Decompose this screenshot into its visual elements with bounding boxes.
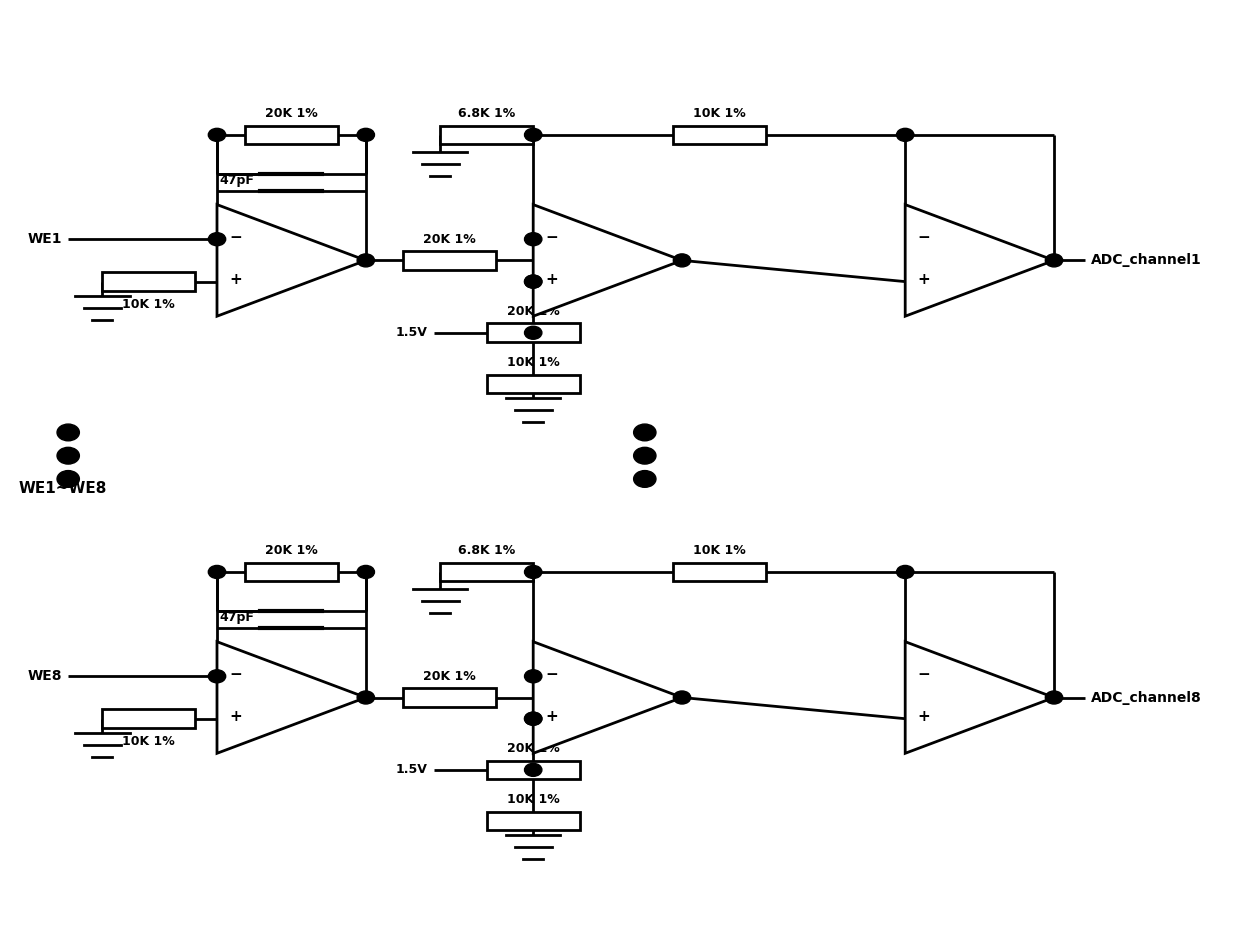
Bar xyxy=(486,324,580,342)
Text: 20K 1%: 20K 1% xyxy=(507,305,559,318)
Circle shape xyxy=(525,275,542,288)
Bar xyxy=(403,251,496,270)
Bar xyxy=(102,272,195,291)
Polygon shape xyxy=(217,642,366,753)
Bar xyxy=(244,563,337,581)
Text: 47pF: 47pF xyxy=(219,174,254,187)
Text: +: + xyxy=(229,710,242,724)
Circle shape xyxy=(525,712,542,725)
Polygon shape xyxy=(533,642,682,753)
Circle shape xyxy=(673,691,691,704)
Text: 20K 1%: 20K 1% xyxy=(265,544,317,557)
Bar xyxy=(440,126,533,144)
Bar xyxy=(672,563,765,581)
Circle shape xyxy=(525,232,542,246)
Circle shape xyxy=(1045,691,1063,704)
Text: 10K 1%: 10K 1% xyxy=(507,793,559,806)
Text: 6.8K 1%: 6.8K 1% xyxy=(458,544,516,557)
Text: 1.5V: 1.5V xyxy=(396,764,428,777)
Text: −: − xyxy=(918,230,930,245)
Text: WE1~WE8: WE1~WE8 xyxy=(19,481,107,496)
Text: +: + xyxy=(229,272,242,287)
Text: 1.5V: 1.5V xyxy=(396,326,428,339)
Circle shape xyxy=(57,471,79,487)
Text: 6.8K 1%: 6.8K 1% xyxy=(458,107,516,120)
Bar xyxy=(486,812,580,830)
Polygon shape xyxy=(905,642,1054,753)
Circle shape xyxy=(208,128,226,141)
Bar xyxy=(244,126,337,144)
Bar xyxy=(440,563,533,581)
Text: +: + xyxy=(546,710,558,724)
Circle shape xyxy=(57,447,79,464)
Text: −: − xyxy=(229,230,242,245)
Circle shape xyxy=(357,691,374,704)
Circle shape xyxy=(57,424,79,441)
Polygon shape xyxy=(533,205,682,316)
Text: 20K 1%: 20K 1% xyxy=(423,670,476,683)
Circle shape xyxy=(357,565,374,578)
Text: ADC_channel8: ADC_channel8 xyxy=(1091,690,1202,705)
Text: 10K 1%: 10K 1% xyxy=(123,299,175,312)
Circle shape xyxy=(525,275,542,288)
Circle shape xyxy=(525,128,542,141)
Text: −: − xyxy=(918,667,930,682)
Circle shape xyxy=(525,670,542,683)
Text: −: − xyxy=(229,667,242,682)
Text: 20K 1%: 20K 1% xyxy=(507,742,559,755)
Circle shape xyxy=(208,232,226,246)
Text: 10K 1%: 10K 1% xyxy=(693,107,745,120)
Text: 10K 1%: 10K 1% xyxy=(123,736,175,749)
Bar xyxy=(486,375,580,393)
Text: +: + xyxy=(918,710,930,724)
Bar xyxy=(486,761,580,779)
Text: 10K 1%: 10K 1% xyxy=(693,544,745,557)
Circle shape xyxy=(525,764,542,777)
Text: 20K 1%: 20K 1% xyxy=(423,232,476,246)
Text: 10K 1%: 10K 1% xyxy=(507,356,559,369)
Text: 47pF: 47pF xyxy=(219,611,254,624)
Circle shape xyxy=(525,565,542,578)
Circle shape xyxy=(673,254,691,267)
Text: ADC_channel1: ADC_channel1 xyxy=(1091,253,1202,268)
Circle shape xyxy=(357,128,374,141)
Circle shape xyxy=(357,254,374,267)
Circle shape xyxy=(208,670,226,683)
Circle shape xyxy=(1045,254,1063,267)
Bar xyxy=(102,710,195,728)
Circle shape xyxy=(525,326,542,339)
Circle shape xyxy=(897,565,914,578)
Text: +: + xyxy=(546,272,558,287)
Bar xyxy=(403,688,496,707)
Bar xyxy=(672,126,765,144)
Text: WE8: WE8 xyxy=(27,670,62,684)
Circle shape xyxy=(634,471,656,487)
Text: +: + xyxy=(918,272,930,287)
Circle shape xyxy=(208,565,226,578)
Circle shape xyxy=(897,128,914,141)
Circle shape xyxy=(634,447,656,464)
Circle shape xyxy=(525,712,542,725)
Text: −: − xyxy=(546,230,558,245)
Circle shape xyxy=(634,424,656,441)
Text: 20K 1%: 20K 1% xyxy=(265,107,317,120)
Text: −: − xyxy=(546,667,558,682)
Text: WE1: WE1 xyxy=(27,232,62,246)
Polygon shape xyxy=(217,205,366,316)
Polygon shape xyxy=(905,205,1054,316)
